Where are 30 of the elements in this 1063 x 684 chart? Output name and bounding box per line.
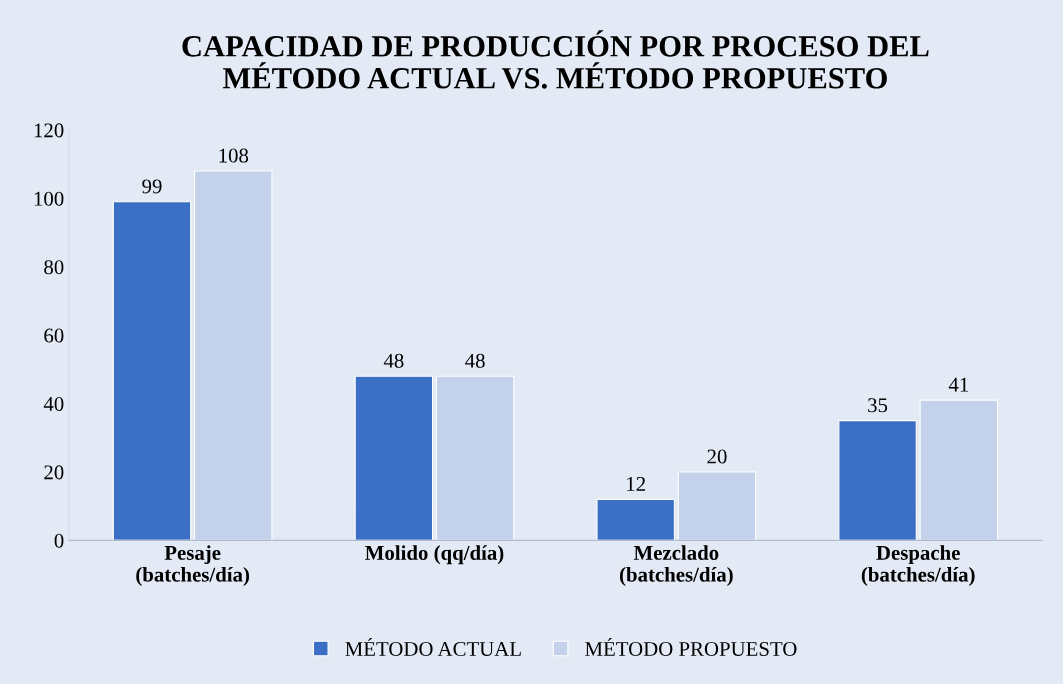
x-tick-label: Despache (batches/día) xyxy=(861,545,975,586)
x-tick-label: Mezclado (batches/día) xyxy=(619,545,733,586)
y-tick-label: 20 xyxy=(44,465,64,480)
y-tick-label: 80 xyxy=(44,260,64,275)
data-label: 12 xyxy=(627,476,645,491)
data-label: 35 xyxy=(868,398,888,413)
y-tick-label: 0 xyxy=(54,533,64,548)
data-label: 108 xyxy=(219,148,249,163)
bar xyxy=(112,201,192,541)
data-label: 41 xyxy=(948,377,968,392)
data-label: 20 xyxy=(707,449,727,464)
y-tick-label: 60 xyxy=(44,328,64,343)
chart-title: CAPACIDAD DE PRODUCCIÓN POR PROCESO DEL MÉTODO ACTUAL VS. MÉTODO PROPUESTO xyxy=(182,30,929,89)
bar xyxy=(354,375,434,541)
bar xyxy=(596,498,675,541)
legend-label: MÉTODO ACTUAL xyxy=(345,637,521,656)
legend-label: MÉTODO PROPUESTO xyxy=(585,637,797,656)
y-tick-label: 100 xyxy=(34,191,64,206)
bar xyxy=(919,399,999,541)
data-label: 48 xyxy=(383,353,404,368)
x-tick-label: Pesaje (batches/día) xyxy=(136,545,250,586)
y-tick-label: 120 xyxy=(34,123,64,138)
data-label: 48 xyxy=(465,353,485,368)
bar xyxy=(194,170,273,541)
bar xyxy=(435,375,515,541)
bar xyxy=(838,420,917,541)
y-tick-label: 40 xyxy=(43,396,64,411)
x-tick-label: Molido (qq/día) xyxy=(365,545,504,565)
data-label: 99 xyxy=(142,179,162,194)
bar xyxy=(677,471,757,541)
